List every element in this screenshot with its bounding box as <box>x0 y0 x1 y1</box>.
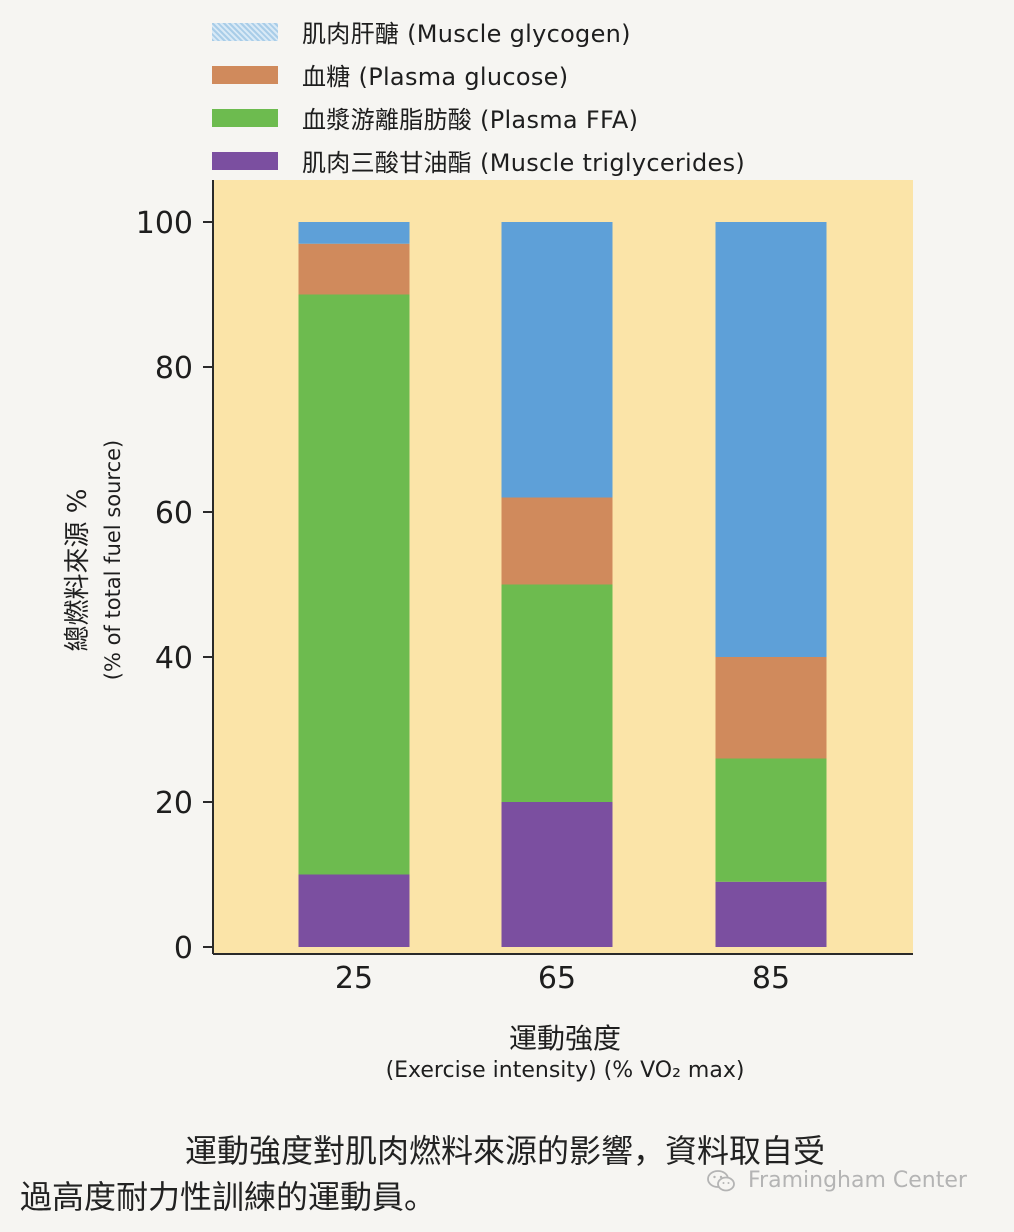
legend-label-muscle-triglycerides: 肌肉三酸甘油酯 (Muscle triglycerides) <box>302 149 746 177</box>
bar-segment-65-series-1 <box>501 584 613 802</box>
x-tick-label-65: 65 <box>538 961 576 996</box>
x-tick-label-85: 85 <box>752 961 790 996</box>
legend-swatch-plasma-ffa <box>212 108 278 127</box>
bar-segment-65-series-2 <box>501 497 613 585</box>
legend-item-plasma-ffa: 血漿游離脂肪酸 (Plasma FFA) <box>212 96 745 139</box>
bar-segment-85-series-3 <box>715 222 827 657</box>
bar-segment-85-series-2 <box>715 657 827 759</box>
y-tick-label-80: 80 <box>155 351 193 386</box>
bar-segment-65-series-3 <box>501 222 613 498</box>
y-tick-label-0: 0 <box>174 931 193 966</box>
legend-item-muscle-triglycerides: 肌肉三酸甘油酯 (Muscle triglycerides) <box>212 139 745 182</box>
caption-line-1: 運動強度對肌肉燃料來源的影響，資料取自受 <box>185 1132 826 1170</box>
legend-swatch-muscle-triglycerides <box>212 151 278 170</box>
legend-swatch-muscle-glycogen <box>212 22 278 41</box>
watermark: Framingham Center <box>706 1168 967 1193</box>
legend-swatch-plasma-glucose <box>212 65 278 84</box>
y-tick-label-100: 100 <box>136 206 193 241</box>
bar-segment-25-series-0 <box>298 874 410 947</box>
legend-item-plasma-glucose: 血糖 (Plasma glucose) <box>212 53 745 96</box>
caption-line-2: 過高度耐力性訓練的運動員。 <box>20 1178 437 1216</box>
legend-label-muscle-glycogen: 肌肉肝醣 (Muscle glycogen) <box>302 20 631 48</box>
watermark-text: Framingham Center <box>748 1168 967 1193</box>
legend-label-plasma-ffa: 血漿游離脂肪酸 (Plasma FFA) <box>302 106 639 134</box>
legend-item-muscle-glycogen: 肌肉肝醣 (Muscle glycogen) <box>212 10 745 53</box>
y-tick-label-60: 60 <box>155 496 193 531</box>
bar-segment-25-series-3 <box>298 222 410 244</box>
bar-segment-25-series-1 <box>298 294 410 875</box>
bar-segment-85-series-1 <box>715 758 827 882</box>
wechat-icon <box>707 1169 735 1191</box>
legend-label-plasma-glucose: 血糖 (Plasma glucose) <box>302 63 569 91</box>
y-axis-label-cn: 總燃料來源 % <box>63 489 93 652</box>
x-axis-label-cn: 運動強度 <box>508 1022 621 1055</box>
y-tick-label-40: 40 <box>155 641 193 676</box>
bar-segment-65-series-0 <box>501 802 613 947</box>
y-axis-label-en: (% of total fuel source) <box>101 440 125 681</box>
x-axis-label-en: (Exercise intensity) (% VO₂ max) <box>385 1058 745 1083</box>
y-tick-label-20: 20 <box>155 786 193 821</box>
x-tick-label-25: 25 <box>335 961 373 996</box>
bar-segment-85-series-0 <box>715 881 827 947</box>
chart-legend: 肌肉肝醣 (Muscle glycogen) 血糖 (Plasma glucos… <box>212 10 745 182</box>
bar-segment-25-series-2 <box>298 243 410 295</box>
